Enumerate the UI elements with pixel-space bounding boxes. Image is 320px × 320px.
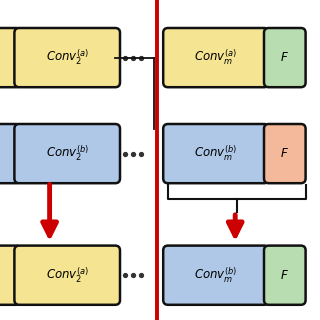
- FancyBboxPatch shape: [14, 246, 120, 305]
- Text: $\mathit{Conv}_{m}^{(b)}$: $\mathit{Conv}_{m}^{(b)}$: [194, 266, 238, 285]
- FancyBboxPatch shape: [0, 246, 21, 305]
- Text: $\mathit{F}$: $\mathit{F}$: [280, 147, 289, 160]
- FancyBboxPatch shape: [14, 28, 120, 87]
- FancyBboxPatch shape: [264, 124, 306, 183]
- Text: $\mathit{Conv}_{2}^{(a)}$: $\mathit{Conv}_{2}^{(a)}$: [46, 48, 89, 67]
- FancyBboxPatch shape: [0, 124, 21, 183]
- FancyBboxPatch shape: [0, 28, 21, 87]
- FancyBboxPatch shape: [264, 28, 306, 87]
- FancyBboxPatch shape: [264, 246, 306, 305]
- Text: $\mathit{Conv}_{2}^{(b)}$: $\mathit{Conv}_{2}^{(b)}$: [45, 144, 89, 163]
- Text: $\mathit{F}$: $\mathit{F}$: [280, 51, 289, 64]
- Text: $\mathit{Conv}_{2}^{(a)}$: $\mathit{Conv}_{2}^{(a)}$: [46, 266, 89, 285]
- Text: $\mathit{Conv}_{m}^{(b)}$: $\mathit{Conv}_{m}^{(b)}$: [194, 144, 238, 163]
- FancyBboxPatch shape: [14, 124, 120, 183]
- FancyBboxPatch shape: [163, 246, 269, 305]
- FancyBboxPatch shape: [163, 124, 269, 183]
- Text: $\mathit{F}$: $\mathit{F}$: [280, 269, 289, 282]
- Text: $\mathit{Conv}_{m}^{(a)}$: $\mathit{Conv}_{m}^{(a)}$: [195, 48, 237, 67]
- FancyBboxPatch shape: [163, 28, 269, 87]
